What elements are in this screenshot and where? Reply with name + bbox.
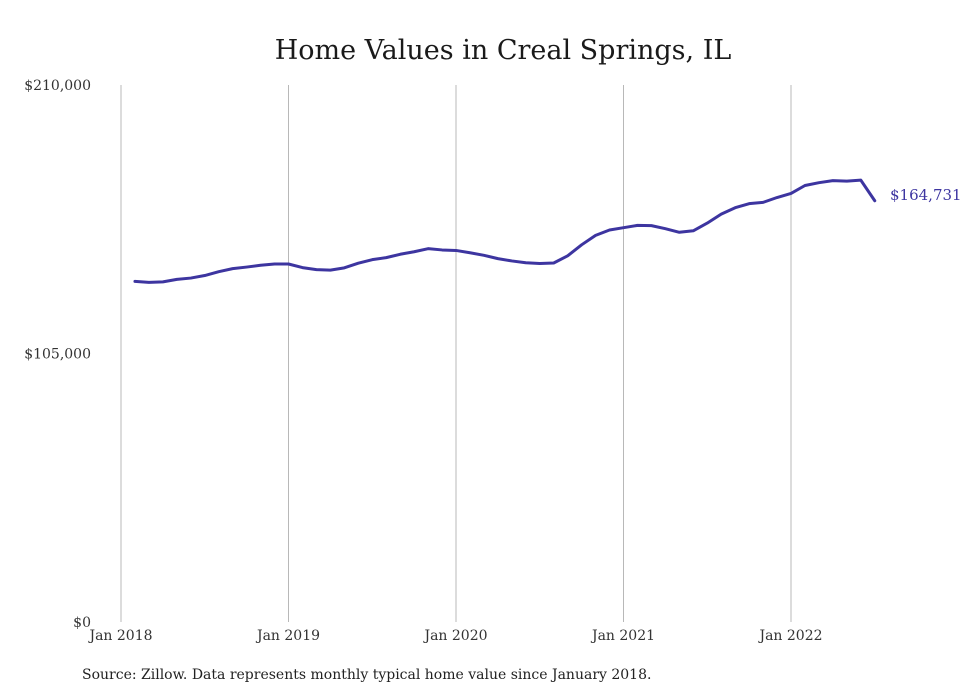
end-value-label: $164,731 bbox=[890, 186, 962, 204]
y-tick-label: $0 bbox=[73, 615, 91, 631]
y-axis-ticks: $210,000 $105,000 $0 bbox=[24, 78, 91, 631]
gridlines bbox=[120, 85, 792, 622]
x-tick-label: Jan 2019 bbox=[255, 628, 320, 644]
chart-title: Home Values in Creal Springs, IL bbox=[275, 35, 732, 66]
y-tick-label: $210,000 bbox=[24, 78, 91, 94]
x-tick-label: Jan 2018 bbox=[87, 628, 152, 644]
y-tick-label: $105,000 bbox=[24, 347, 91, 363]
x-tick-label: Jan 2020 bbox=[422, 628, 487, 644]
series-layer bbox=[133, 178, 877, 284]
series-line bbox=[133, 178, 877, 284]
x-axis-ticks: Jan 2018 Jan 2019 Jan 2020 Jan 2021 Jan 2022 bbox=[87, 628, 822, 644]
source-note: Source: Zillow. Data represents monthly … bbox=[82, 667, 652, 683]
x-tick-label: Jan 2022 bbox=[757, 628, 822, 644]
x-tick-label: Jan 2021 bbox=[590, 628, 655, 644]
